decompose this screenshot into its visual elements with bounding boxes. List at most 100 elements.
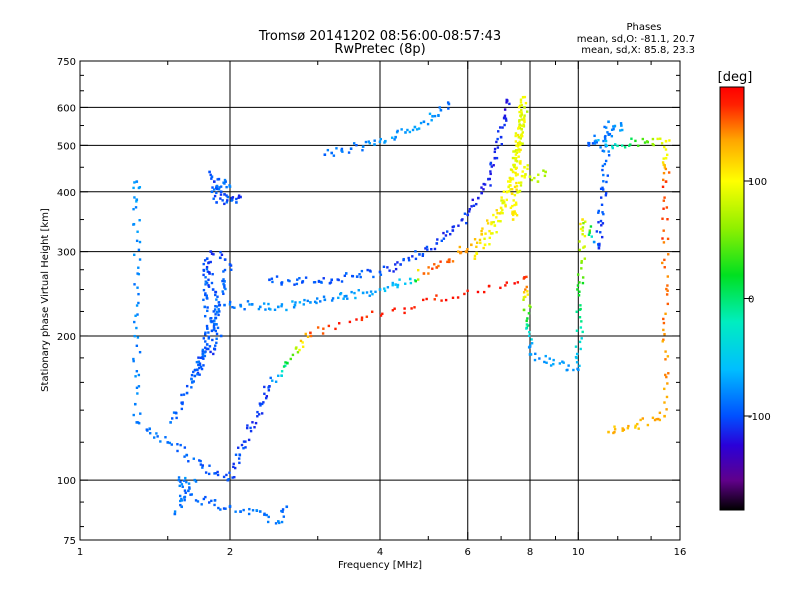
data-point bbox=[223, 268, 227, 272]
data-point bbox=[309, 301, 312, 304]
data-point bbox=[515, 144, 518, 147]
data-point bbox=[414, 257, 418, 261]
data-point bbox=[242, 447, 245, 450]
data-point bbox=[197, 360, 201, 364]
data-point bbox=[214, 293, 217, 297]
data-point bbox=[517, 181, 521, 185]
data-point bbox=[520, 113, 524, 116]
data-point bbox=[198, 373, 201, 376]
data-point bbox=[515, 188, 518, 191]
data-point bbox=[544, 170, 547, 174]
data-point bbox=[607, 430, 610, 434]
data-point bbox=[180, 393, 183, 397]
data-point bbox=[651, 137, 655, 141]
data-point bbox=[662, 328, 665, 332]
data-point bbox=[276, 305, 280, 309]
data-point bbox=[496, 137, 499, 141]
data-point bbox=[331, 297, 335, 300]
data-point bbox=[501, 126, 504, 129]
data-point bbox=[446, 260, 449, 264]
data-point bbox=[544, 354, 547, 358]
data-point bbox=[242, 508, 245, 512]
data-point bbox=[579, 227, 583, 231]
data-point bbox=[214, 472, 218, 475]
data-point bbox=[339, 292, 343, 295]
data-point bbox=[492, 221, 495, 224]
data-point bbox=[201, 348, 205, 352]
data-point bbox=[488, 177, 491, 181]
data-point bbox=[187, 489, 190, 493]
data-point bbox=[394, 135, 397, 139]
data-point bbox=[513, 165, 516, 169]
data-point bbox=[533, 358, 537, 362]
data-point bbox=[528, 304, 531, 307]
data-point bbox=[276, 520, 280, 523]
data-point bbox=[502, 199, 505, 202]
data-point bbox=[208, 501, 211, 504]
data-point bbox=[183, 489, 187, 492]
data-point bbox=[663, 333, 666, 336]
data-point bbox=[515, 149, 519, 152]
data-point bbox=[652, 143, 655, 147]
data-point bbox=[247, 438, 251, 442]
data-point bbox=[352, 142, 356, 145]
data-point bbox=[175, 416, 178, 420]
data-point bbox=[509, 168, 513, 171]
data-point bbox=[519, 160, 522, 163]
data-point bbox=[364, 140, 368, 144]
y-tick-label: 75 bbox=[63, 536, 76, 547]
data-point bbox=[205, 267, 209, 271]
data-point bbox=[200, 503, 203, 506]
data-point bbox=[172, 411, 176, 414]
data-point bbox=[288, 279, 291, 283]
data-point bbox=[185, 480, 188, 484]
data-point bbox=[424, 247, 427, 250]
data-point bbox=[132, 359, 135, 363]
data-point bbox=[263, 513, 266, 516]
data-point bbox=[484, 232, 487, 235]
data-point bbox=[329, 281, 333, 284]
data-point bbox=[511, 170, 515, 174]
data-point bbox=[507, 190, 511, 193]
data-point bbox=[580, 267, 583, 270]
data-point bbox=[523, 165, 526, 169]
data-point bbox=[581, 226, 585, 229]
data-point bbox=[194, 480, 198, 483]
data-point bbox=[299, 339, 303, 343]
data-point bbox=[319, 280, 323, 284]
data-point bbox=[488, 243, 491, 246]
data-point bbox=[523, 114, 526, 117]
data-point bbox=[353, 291, 356, 295]
data-point bbox=[391, 281, 394, 285]
y-tick-label: 750 bbox=[57, 57, 76, 68]
data-point bbox=[219, 197, 222, 200]
data-point bbox=[400, 128, 403, 131]
data-point bbox=[365, 291, 369, 294]
data-point bbox=[180, 407, 184, 411]
data-point bbox=[418, 253, 421, 256]
data-point bbox=[511, 212, 514, 215]
data-point bbox=[155, 432, 158, 435]
data-point bbox=[440, 299, 443, 302]
data-point bbox=[206, 306, 209, 309]
y-tick-label: 100 bbox=[57, 476, 76, 487]
data-point bbox=[513, 282, 516, 285]
data-point bbox=[518, 119, 521, 122]
data-point bbox=[501, 201, 504, 205]
data-point bbox=[530, 338, 533, 341]
data-point bbox=[244, 446, 247, 449]
data-point bbox=[274, 380, 278, 383]
data-point bbox=[477, 196, 480, 200]
data-point bbox=[475, 251, 478, 255]
data-point bbox=[323, 298, 327, 302]
data-point bbox=[522, 298, 525, 301]
data-point bbox=[203, 351, 207, 354]
data-point bbox=[173, 512, 177, 516]
data-point bbox=[206, 270, 210, 273]
data-point bbox=[470, 243, 473, 247]
data-point bbox=[227, 478, 230, 481]
data-point bbox=[661, 217, 664, 220]
data-point bbox=[655, 417, 658, 421]
data-point bbox=[605, 180, 608, 184]
data-point bbox=[514, 132, 518, 135]
